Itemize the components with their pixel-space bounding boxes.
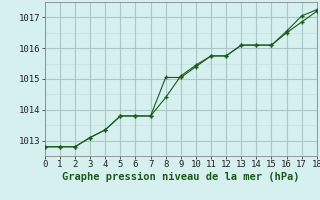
- X-axis label: Graphe pression niveau de la mer (hPa): Graphe pression niveau de la mer (hPa): [62, 172, 300, 182]
